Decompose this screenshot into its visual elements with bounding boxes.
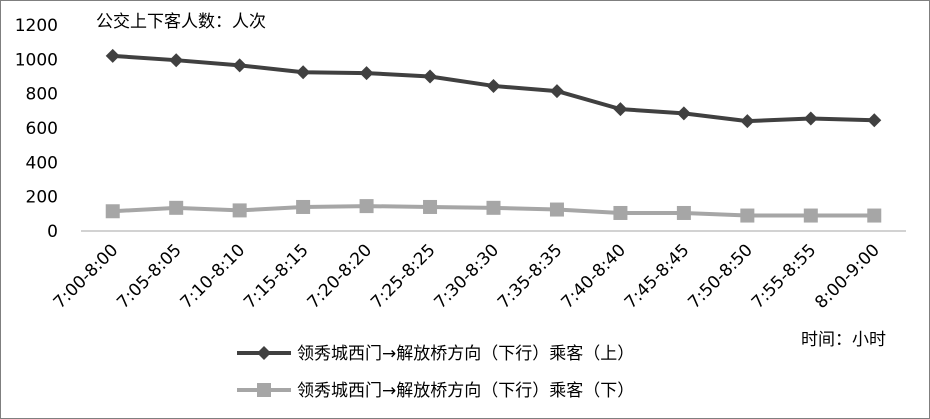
- data-point: [613, 102, 628, 117]
- data-point: [169, 200, 184, 215]
- y-tick-label: 800: [26, 85, 58, 105]
- data-point: [676, 106, 691, 121]
- y-tick-label: 1000: [15, 50, 58, 70]
- data-point: [740, 114, 755, 129]
- data-point: [867, 113, 882, 128]
- legend: 领秀城西门→解放桥方向（下行）乘客（上） 领秀城西门→解放桥方向（下行）乘客（下）: [237, 344, 634, 401]
- data-point: [803, 111, 818, 126]
- x-tick-label: 7:20-8:20: [304, 240, 376, 312]
- legend-label: 领秀城西门→解放桥方向（下行）乘客（下）: [297, 381, 634, 401]
- x-tick-label: 7:00-8:00: [50, 240, 122, 312]
- x-axis-tick-labels: 7:00-8:007:05-8:057:10-8:107:15-8:157:20…: [50, 240, 884, 312]
- data-point: [613, 205, 628, 220]
- series-2: [105, 199, 882, 223]
- data-point: [549, 84, 564, 99]
- data-point: [232, 203, 247, 218]
- data-point: [105, 204, 120, 219]
- data-point: [296, 199, 311, 214]
- x-tick-label: 7:05-8:05: [113, 240, 185, 312]
- legend-item: 领秀城西门→解放桥方向（下行）乘客（下）: [237, 381, 634, 401]
- x-tick-label: 8:00-9:00: [811, 240, 883, 312]
- data-point: [740, 208, 755, 223]
- y-tick-label: 400: [26, 153, 58, 173]
- data-point: [486, 78, 501, 93]
- x-tick-label: 7:50-8:50: [684, 240, 756, 312]
- data-point: [359, 66, 374, 81]
- y-tick-label: 600: [26, 119, 58, 139]
- data-point: [803, 208, 818, 223]
- x-tick-label: 7:25-8:25: [367, 240, 439, 312]
- x-tick-label: 7:45-8:45: [621, 240, 693, 312]
- x-tick-label: 7:35-8:35: [494, 240, 566, 312]
- y-tick-label: 0: [47, 222, 58, 242]
- data-point: [232, 58, 247, 73]
- y-axis-tick-labels: 0 200 400 600 800 1000 1200: [15, 16, 58, 242]
- legend-swatch-marker: [257, 383, 271, 397]
- x-tick-label: 7:55-8:55: [748, 240, 820, 312]
- legend-label: 领秀城西门→解放桥方向（下行）乘客（上）: [297, 344, 634, 364]
- data-point: [359, 199, 374, 214]
- data-point: [486, 200, 501, 215]
- data-point: [676, 205, 691, 220]
- data-point: [105, 48, 120, 63]
- legend-swatch-marker: [257, 346, 271, 360]
- y-axis-label: 公交上下客人数：人次: [96, 12, 266, 32]
- legend-item: 领秀城西门→解放桥方向（下行）乘客（上）: [237, 344, 634, 364]
- x-tick-label: 7:15-8:15: [240, 240, 312, 312]
- y-tick-label: 200: [26, 188, 58, 208]
- y-tick-label: 1200: [15, 16, 58, 36]
- series-1: [105, 48, 882, 129]
- x-tick-label: 7:10-8:10: [177, 240, 249, 312]
- x-axis-label: 时间：小时: [801, 330, 886, 350]
- data-point: [423, 69, 438, 84]
- x-tick-label: 7:30-8:30: [431, 240, 503, 312]
- data-point: [169, 53, 184, 68]
- series-group: [105, 48, 882, 223]
- data-point: [423, 199, 438, 214]
- data-point: [549, 202, 564, 217]
- data-point: [296, 65, 311, 80]
- x-tick-label: 7:40-8:40: [557, 240, 629, 312]
- data-point: [867, 208, 882, 223]
